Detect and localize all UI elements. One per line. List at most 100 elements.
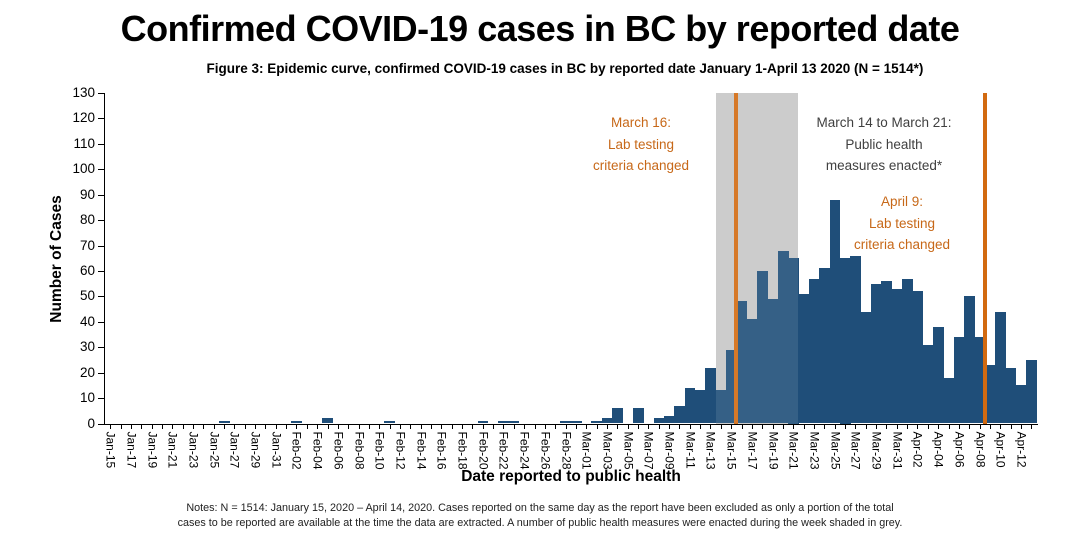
y-tick-100 — [97, 169, 104, 171]
x-tick-Feb-11 — [389, 425, 391, 429]
x-tick-label-Feb-14: Feb-14 — [414, 431, 429, 470]
bar-Mar-27 — [850, 255, 861, 424]
x-tick-label-Jan-23: Jan-23 — [186, 431, 201, 469]
x-tick-label-Mar-19: Mar-19 — [766, 431, 781, 470]
x-tick-Apr-11 — [1010, 425, 1012, 429]
x-tick-label-Feb-28: Feb-28 — [559, 431, 574, 470]
x-tick-Mar-30 — [886, 425, 888, 429]
bar-Apr-09 — [984, 365, 996, 424]
page-title: Confirmed COVID-19 cases in BC by report… — [120, 8, 960, 49]
x-tick-Feb-13 — [410, 425, 412, 429]
y-tick-label-20: 20 — [79, 364, 95, 380]
bar-Feb-05 — [322, 418, 334, 424]
x-tick-label-Feb-04: Feb-04 — [310, 431, 325, 470]
y-tick-label-0: 0 — [87, 415, 95, 431]
x-tick-Mar-20 — [782, 425, 784, 429]
x-tick-Mar-23 — [813, 425, 815, 429]
y-tick-40 — [97, 321, 104, 323]
bar-Apr-10 — [995, 311, 1006, 424]
bar-Mar-29 — [870, 283, 882, 424]
x-tick-Feb-05 — [327, 425, 329, 429]
x-tick-Mar-31 — [896, 425, 898, 429]
bar-Mar-22 — [798, 293, 810, 424]
bar-Mar-30 — [881, 281, 892, 424]
x-tick-Feb-26 — [544, 425, 546, 429]
x-tick-Jan-22 — [182, 425, 184, 429]
x-axis-title: Date reported to public health — [461, 468, 681, 485]
x-tick-Feb-12 — [399, 425, 401, 429]
x-tick-Apr-07 — [969, 425, 971, 429]
bar-Jan-26 — [218, 420, 230, 424]
x-tick-label-Mar-15: Mar-15 — [724, 431, 739, 470]
x-tick-label-Feb-06: Feb-06 — [331, 431, 346, 470]
bar-Mar-31 — [891, 288, 903, 424]
x-tick-label-Mar-29: Mar-29 — [869, 431, 884, 470]
x-tick-Feb-17 — [451, 425, 453, 429]
y-tick-80 — [97, 220, 104, 222]
bar-Mar-28 — [860, 311, 872, 424]
x-tick-Feb-04 — [317, 425, 319, 429]
annotation-line: criteria changed — [592, 158, 690, 173]
x-tick-Apr-02 — [917, 425, 919, 429]
x-tick-Mar-18 — [762, 425, 764, 429]
x-tick-Mar-25 — [834, 425, 836, 429]
x-tick-label-Mar-13: Mar-13 — [703, 431, 718, 470]
x-tick-Mar-28 — [865, 425, 867, 429]
event-line-Mar-16 — [734, 93, 739, 424]
x-tick-Apr-05 — [948, 425, 950, 429]
x-tick-Jan-23 — [192, 425, 194, 429]
bar-Mar-14 — [715, 390, 727, 424]
x-tick-Mar-27 — [855, 425, 857, 429]
x-tick-Apr-13 — [1031, 425, 1033, 429]
x-tick-Mar-12 — [700, 425, 702, 429]
x-tick-label-Feb-24: Feb-24 — [517, 431, 532, 470]
bar-Feb-23 — [508, 420, 520, 424]
x-tick-Mar-22 — [803, 425, 805, 429]
bar-Apr-05 — [943, 377, 955, 424]
x-tick-Jan-18 — [141, 425, 143, 429]
y-tick-label-80: 80 — [79, 212, 95, 228]
x-tick-label-Mar-25: Mar-25 — [828, 431, 843, 470]
y-axis-line — [103, 93, 105, 425]
x-tick-label-Apr-02: Apr-02 — [910, 431, 925, 468]
x-tick-Mar-08 — [658, 425, 660, 429]
bar-Apr-11 — [1005, 367, 1017, 424]
x-tick-Mar-16 — [741, 425, 743, 429]
x-tick-Mar-29 — [876, 425, 878, 429]
bar-Mar-09 — [663, 415, 675, 424]
y-tick-label-70: 70 — [79, 237, 95, 253]
bar-Feb-22 — [498, 420, 510, 424]
bar-Apr-03 — [922, 344, 934, 424]
bar-Mar-21 — [788, 258, 799, 424]
y-tick-label-40: 40 — [79, 313, 95, 329]
y-tick-10 — [97, 398, 104, 400]
bar-Mar-11 — [684, 387, 696, 424]
x-tick-Jan-29 — [255, 425, 257, 429]
bar-Apr-06 — [953, 337, 965, 424]
x-tick-label-Feb-02: Feb-02 — [289, 431, 304, 470]
x-tick-Jan-31 — [275, 425, 277, 429]
bar-Apr-02 — [912, 291, 924, 424]
annotation-line: measures enacted* — [825, 158, 943, 173]
x-tick-Feb-06 — [337, 425, 339, 429]
x-tick-Feb-15 — [431, 425, 433, 429]
bar-Apr-07 — [964, 296, 975, 424]
annotation-line: Lab testing — [868, 215, 936, 231]
y-tick-30 — [97, 347, 104, 349]
bar-Mar-04 — [612, 408, 623, 424]
x-tick-Apr-04 — [938, 425, 940, 429]
bar-Mar-25 — [829, 199, 841, 424]
x-tick-Feb-01 — [286, 425, 288, 429]
x-tick-Feb-02 — [296, 425, 298, 429]
x-tick-Mar-03 — [606, 425, 608, 429]
x-tick-label-Mar-09: Mar-09 — [662, 431, 677, 470]
bar-Mar-15 — [726, 349, 737, 424]
annotation-line: Lab testing — [607, 136, 675, 152]
x-tick-label-Apr-08: Apr-08 — [973, 431, 988, 468]
x-tick-Feb-03 — [306, 425, 308, 429]
band-overlay — [715, 93, 799, 424]
x-tick-Mar-01 — [586, 425, 588, 429]
x-tick-Apr-08 — [979, 425, 981, 429]
x-tick-Mar-26 — [845, 425, 847, 429]
